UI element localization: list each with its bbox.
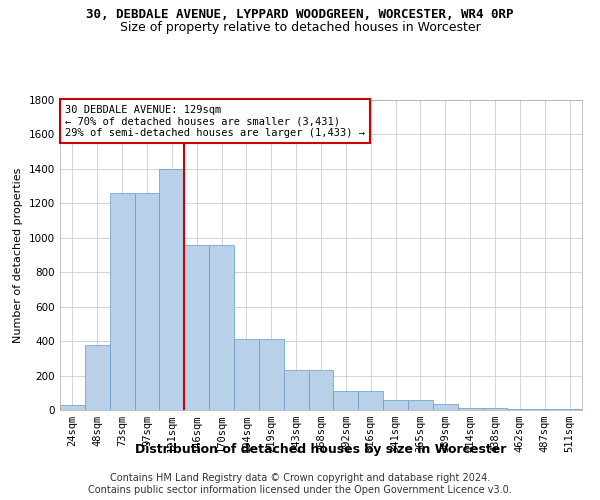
Bar [184, 244, 209, 410]
Bar [532, 409, 557, 410]
Bar [508, 409, 532, 410]
Text: Distribution of detached houses by size in Worcester: Distribution of detached houses by size … [136, 442, 506, 456]
Bar [334, 391, 358, 410]
Bar [358, 391, 383, 410]
Bar [134, 193, 160, 410]
Bar [209, 244, 234, 410]
Bar [110, 193, 134, 410]
Bar [284, 370, 308, 410]
Bar [408, 400, 433, 410]
Bar [482, 408, 508, 410]
Bar [383, 400, 408, 410]
Bar [557, 409, 582, 410]
Y-axis label: Number of detached properties: Number of detached properties [13, 168, 23, 342]
Bar [433, 404, 458, 410]
Text: Size of property relative to detached houses in Worcester: Size of property relative to detached ho… [119, 21, 481, 34]
Bar [160, 169, 184, 410]
Bar [308, 370, 334, 410]
Bar [85, 344, 110, 410]
Bar [60, 405, 85, 410]
Text: 30 DEBDALE AVENUE: 129sqm
← 70% of detached houses are smaller (3,431)
29% of se: 30 DEBDALE AVENUE: 129sqm ← 70% of detac… [65, 104, 365, 138]
Text: Contains HM Land Registry data © Crown copyright and database right 2024.
Contai: Contains HM Land Registry data © Crown c… [88, 474, 512, 495]
Bar [458, 408, 482, 410]
Bar [234, 340, 259, 410]
Bar [259, 340, 284, 410]
Text: 30, DEBDALE AVENUE, LYPPARD WOODGREEN, WORCESTER, WR4 0RP: 30, DEBDALE AVENUE, LYPPARD WOODGREEN, W… [86, 8, 514, 20]
